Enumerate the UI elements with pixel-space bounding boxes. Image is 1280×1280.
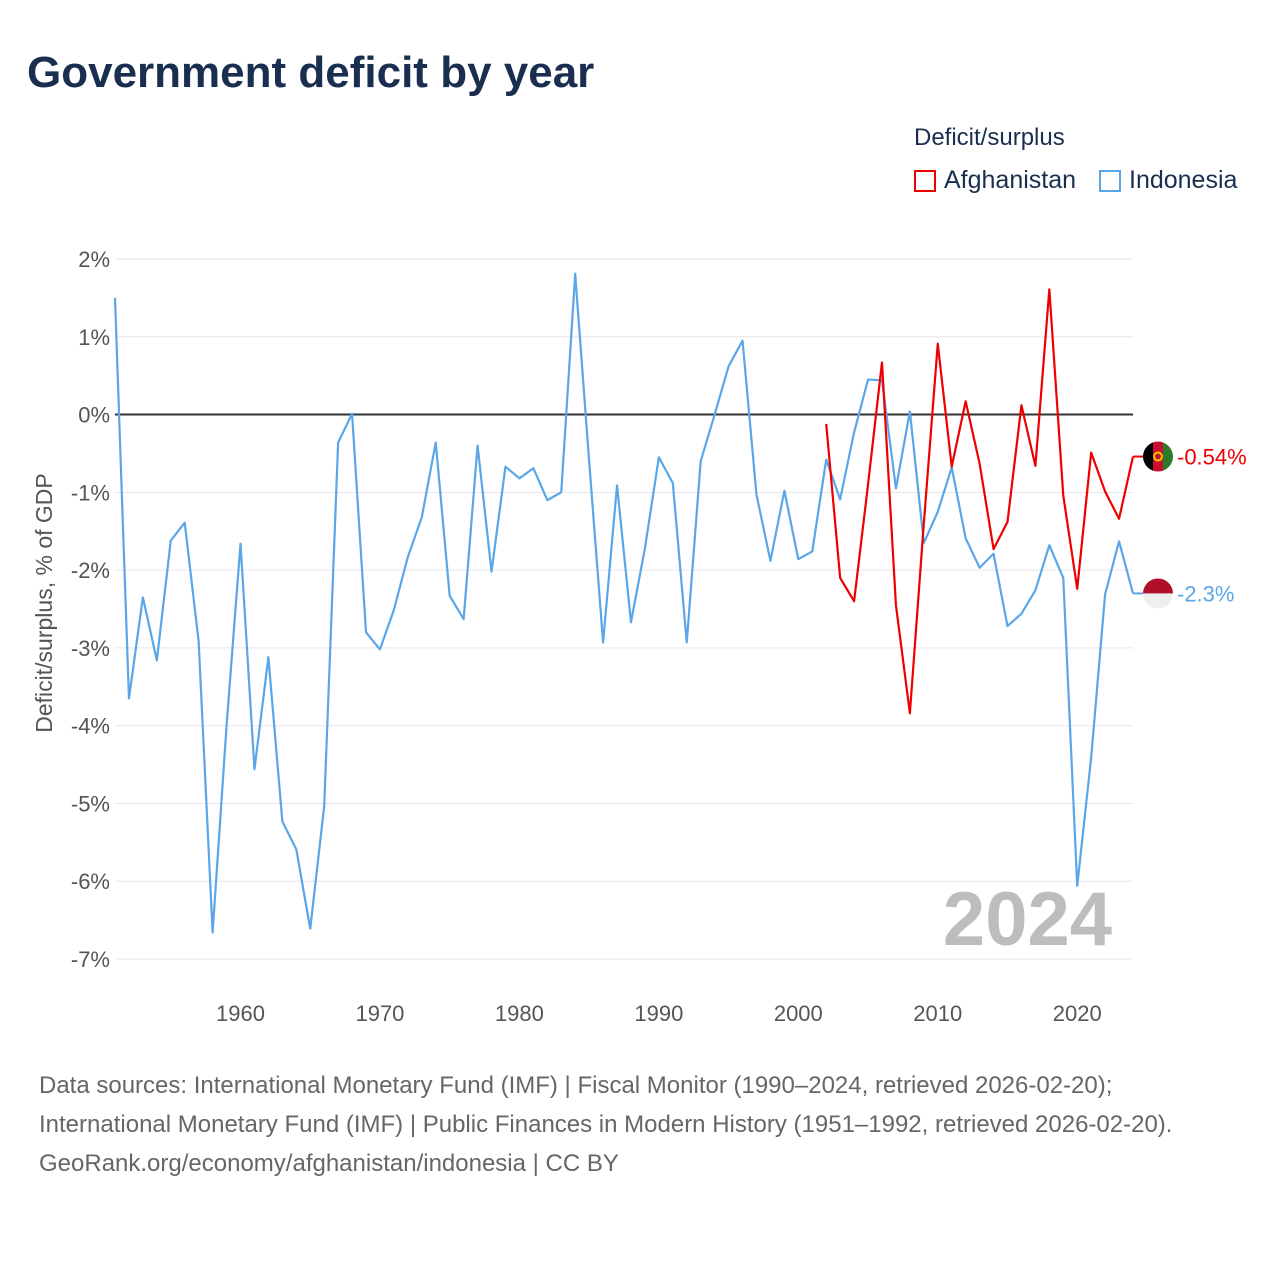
x-tick-label: 2020 [1053, 1001, 1102, 1026]
y-tick-label: -7% [71, 947, 110, 972]
data-sources: Data sources: International Monetary Fun… [39, 1072, 1173, 1138]
y-tick-label: -6% [71, 869, 110, 894]
afghanistan-flag-icon [1143, 441, 1173, 472]
x-tick-label: 1970 [355, 1001, 404, 1026]
y-tick-label: -1% [71, 480, 110, 505]
legend-item-indonesia[interactable]: Indonesia [1099, 166, 1237, 195]
end-value-label: -2.3% [1177, 581, 1234, 606]
x-tick-label: 2010 [913, 1001, 962, 1026]
attribution-link[interactable]: GeoRank.org/economy/afghanistan/indonesi… [39, 1150, 619, 1177]
x-tick-label: 1960 [216, 1001, 265, 1026]
series-line-afghanistan [825, 288, 1135, 715]
x-tick-label: 1990 [634, 1001, 683, 1026]
footer: Data sources: International Monetary Fun… [39, 1066, 1239, 1183]
end-value-label: -0.54% [1177, 445, 1247, 470]
series-line-indonesia [113, 272, 1135, 934]
x-tick-label: 1980 [495, 1001, 544, 1026]
chart-title: Government deficit by year [27, 48, 595, 97]
plot-area: 2% 1% 0% -1% -2% -3% -4% -5% -6% -7% 1960 1970 1980 1… [31, 247, 1247, 1026]
y-tick-label: -4% [71, 714, 110, 739]
legend-swatch [1099, 169, 1121, 192]
y-tick-label: -3% [71, 636, 110, 661]
legend-label: Afghanistan [944, 166, 1077, 194]
legend-swatch [914, 169, 936, 192]
y-tick-label: 2% [78, 247, 110, 272]
y-tick-label: 1% [78, 325, 110, 350]
legend-label: Indonesia [1129, 166, 1238, 194]
legend-item-afghanistan[interactable]: Afghanistan [914, 166, 1076, 195]
y-tick-label: -5% [71, 791, 110, 816]
indonesia-flag-icon [1143, 578, 1173, 609]
legend-title: Deficit/surplus [914, 124, 1065, 151]
y-axis-label: Deficit/surplus, % of GDP [31, 473, 57, 732]
year-watermark: 2024 [943, 877, 1112, 962]
y-tick-label: -2% [71, 558, 110, 583]
y-tick-label: 0% [78, 403, 110, 428]
x-tick-label: 2000 [774, 1001, 823, 1026]
